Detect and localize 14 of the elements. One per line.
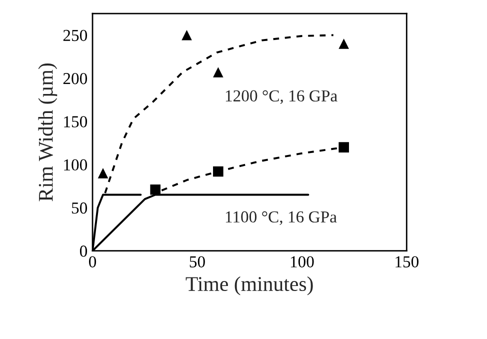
- x-tick-label: 100: [290, 256, 314, 268]
- annotation: 1200 °C, 16 GPa: [226, 90, 338, 104]
- y-axis-title: Rim Width (µm): [38, 63, 58, 202]
- y-tick-label: 150: [64, 116, 88, 128]
- annotation: 1100 °C, 16 GPa: [226, 211, 337, 225]
- y-tick-label: 250: [63, 30, 88, 42]
- x-tick-label: 0: [89, 256, 96, 268]
- x-tick-label: 50: [190, 256, 205, 268]
- x-axis-title: Time (minutes): [186, 276, 313, 296]
- y-tick-label: 200: [63, 72, 88, 84]
- y-tick-label: 50: [72, 202, 88, 214]
- y-tick-label: 100: [64, 159, 88, 171]
- x-tick-label: 150: [396, 256, 419, 268]
- y-tick-label: 0: [80, 246, 88, 257]
